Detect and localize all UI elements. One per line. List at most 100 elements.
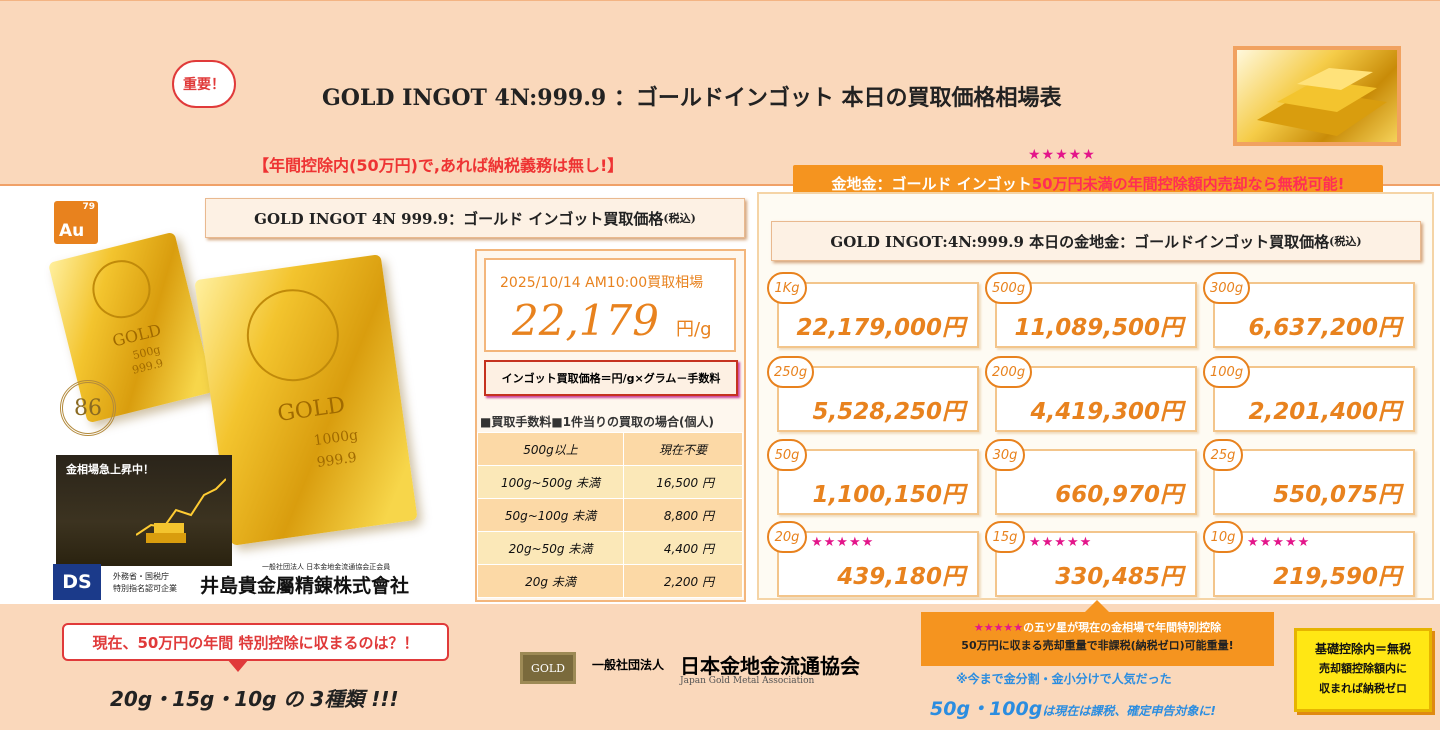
- fee-value: 2,200 円: [623, 564, 743, 598]
- price-card: 500g 11,089,500円: [985, 272, 1197, 348]
- price-header-text: GOLD INGOT 4N 999.9：ゴールド インゴット買取価格: [254, 209, 664, 228]
- card-weight: 20g: [767, 521, 807, 553]
- fee-range: 500g以上: [477, 432, 624, 466]
- fee-heading: ■買取手数料■1件当りの買取の場合(個人): [480, 415, 714, 429]
- gold-price-chart-photo: 金相場急上昇中！: [56, 455, 232, 566]
- card-price: 5,528,250円: [812, 399, 966, 425]
- price-datetime: 2025/10/14 AM10:00買取相場: [500, 275, 704, 291]
- rating-stars: ★★★★★: [1028, 147, 1096, 163]
- element-symbol: Au: [59, 221, 85, 241]
- price-card: 10g 219,590円 ★★★★★: [1203, 521, 1415, 597]
- bar-purity: 999.9: [315, 449, 358, 472]
- seal-icon: [240, 283, 345, 388]
- ds-logo: DS: [53, 564, 101, 600]
- card-weight: 50g: [767, 439, 807, 471]
- price-card: 1Kg 22,179,000円: [767, 272, 979, 348]
- tax-included-label: (税込): [663, 212, 696, 225]
- card-price: 2,201,400円: [1248, 399, 1402, 425]
- five-star-line-2: に収まる売却重量で非課税(納税ゼロ)可能重量!: [998, 639, 1234, 652]
- card-weight: 100g: [1203, 356, 1251, 388]
- au-element-icon: 79 Au: [54, 201, 98, 244]
- basic-deduction-line-2: 売却額控除額内に: [1319, 662, 1407, 675]
- fee-row: 100g~500g 未満 16,500 円: [477, 465, 743, 499]
- price-header: GOLD INGOT 4N 999.9：ゴールド インゴット買取価格 (税込): [205, 198, 745, 238]
- card-price: 22,179,000円: [796, 315, 965, 341]
- tax-free-note: 【年間控除内(50万円)で,あれば納税義務は無し!】: [253, 156, 624, 175]
- card-price: 4,419,300円: [1030, 399, 1184, 425]
- card-weight: 10g: [1203, 521, 1243, 553]
- card-price: 660,970円: [1055, 482, 1183, 508]
- card-price: 6,637,200円: [1248, 315, 1402, 341]
- five-star-mark: ★★★★★: [973, 621, 1024, 634]
- bar-weight: 1000g: [312, 427, 360, 450]
- tax-included-label: (税込): [1329, 235, 1362, 248]
- basic-deduction-line-3: 収まれば納税ゼロ: [1319, 682, 1407, 695]
- price-unit: 円/g: [676, 319, 712, 340]
- price-card: 30g 660,970円: [985, 439, 1197, 515]
- fee-range: 20g 未満: [477, 564, 624, 598]
- price-formula: インゴット買取価格＝円/g×グラム－手数料: [484, 360, 738, 396]
- card-price: 330,485円: [1055, 564, 1183, 590]
- fee-value: 16,500 円: [623, 465, 743, 499]
- important-badge: 重要！: [172, 60, 236, 108]
- five-star-explanation: ★★★★★の五ツ星が現在の金相場で年間特別控除 50万円に収まる売却重量で非課税…: [921, 600, 1274, 666]
- atomic-number: 79: [82, 202, 95, 212]
- card-stars: ★★★★★: [1029, 535, 1093, 550]
- taxable-text: は現在は課税、確定申告対象に!: [1042, 704, 1216, 718]
- price-card: 250g 5,528,250円: [767, 356, 979, 432]
- ingot-table-header-text: GOLD INGOT:4N:999.9 本日の金地金：ゴールドインゴット買取価格: [830, 232, 1330, 251]
- price-card: 200g 4,419,300円: [985, 356, 1197, 432]
- card-weight: 25g: [1203, 439, 1243, 471]
- chart-decoration: [136, 478, 226, 543]
- price-card: 25g 550,075円: [1203, 439, 1415, 515]
- price-per-gram: 22,179: [512, 296, 659, 345]
- price-card: 15g 330,485円 ★★★★★: [985, 521, 1197, 597]
- callout-text-b: 50万円未満の年間控除額内売却なら無税可能!: [1031, 174, 1345, 193]
- fee-value: 現在不要: [623, 432, 743, 466]
- callout-text-a: 金地金：ゴールド インゴット: [831, 174, 1032, 193]
- popular-note: ※今まで金分割・金小分けで人気だった: [956, 672, 1172, 686]
- card-weight: 1Kg: [767, 272, 807, 304]
- card-stars: ★★★★★: [811, 535, 875, 550]
- association-logo: GOLD 一般社団法人 日本金地金流通協会 Japan Gold Metal A…: [520, 652, 900, 692]
- fee-row: 50g~100g 未満 8,800 円: [477, 498, 743, 532]
- five-star-line-1: の五ツ星が現在の金相場で年間特別控除: [1023, 621, 1222, 634]
- card-weight: 200g: [985, 356, 1033, 388]
- card-weight: 250g: [767, 356, 815, 388]
- page-title: GOLD INGOT 4N:999.9 ：ゴールドインゴット 本日の買取価格相場…: [322, 85, 1062, 111]
- card-weight: 500g: [985, 272, 1033, 304]
- price-card: 100g 2,201,400円: [1203, 356, 1415, 432]
- price-card: 50g 1,100,150円: [767, 439, 979, 515]
- association-english-name: Japan Gold Metal Association: [680, 676, 815, 686]
- fee-range: 100g~500g 未満: [477, 465, 624, 499]
- card-weight: 300g: [1203, 272, 1251, 304]
- card-price: 219,590円: [1273, 564, 1401, 590]
- anniversary-emblem: 86: [60, 380, 116, 436]
- taxable-note: 50g・100gは現在は課税、確定申告対象に!: [930, 694, 1216, 721]
- fee-range: 50g~100g 未満: [477, 498, 624, 532]
- fee-row: 20g~50g 未満 4,400 円: [477, 531, 743, 565]
- card-price: 1,100,150円: [812, 482, 966, 508]
- basic-deduction-box: 基礎控除内＝無税 売却額控除額内に 収まれば納税ゼロ: [1294, 628, 1432, 712]
- ingot-table-header: GOLD INGOT:4N:999.9 本日の金地金：ゴールドインゴット買取価格…: [771, 221, 1421, 261]
- deduction-question: 現在、50万円の年間 特別控除に収まるのは？！: [62, 623, 449, 672]
- deduction-answer: 20g・15g・10g の 3種類 !!!: [110, 687, 399, 711]
- company-name: 井島貴金屬精錬株式會社: [200, 575, 410, 597]
- taxable-weights: 50g・100g: [930, 698, 1043, 720]
- fee-row: 500g以上 現在不要: [477, 432, 743, 466]
- fee-value: 4,400 円: [623, 531, 743, 565]
- card-weight: 15g: [985, 521, 1025, 553]
- ds-description: 外務省・国税庁 特別指名認可企業: [113, 571, 177, 595]
- card-stars: ★★★★★: [1247, 535, 1311, 550]
- association-prefix: 一般社団法人: [592, 658, 665, 672]
- association-name: 日本金地金流通協会: [680, 654, 860, 678]
- price-card: 300g 6,637,200円: [1203, 272, 1415, 348]
- chart-caption: 金相場急上昇中！: [66, 463, 154, 476]
- card-weight: 30g: [985, 439, 1025, 471]
- fee-table: 500g以上 現在不要 100g~500g 未満 16,500 円 50g~100g 未…: [477, 432, 743, 598]
- five-star-amount: 50万円: [961, 639, 999, 652]
- card-price: 550,075円: [1273, 482, 1401, 508]
- price-per-gram-box: [484, 258, 736, 352]
- card-price: 439,180円: [837, 564, 965, 590]
- header-banner: [0, 0, 1440, 186]
